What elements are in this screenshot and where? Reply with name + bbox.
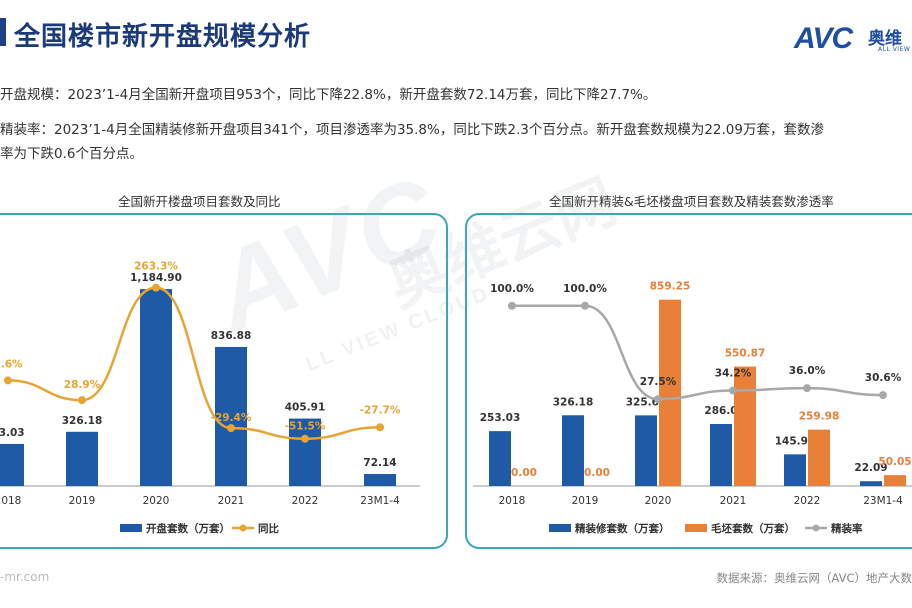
chart-title-right: 全国新开精装&毛坯楼盘项目套数及精装套数渗透率 xyxy=(549,194,834,209)
x-tick-label: 2021 xyxy=(218,495,245,507)
summary-line-1: 开盘规模：2023’1-4月全国新开盘项目953个，同比下降22.8%，新开盘套… xyxy=(0,87,657,103)
footer-source: 数据来源：奥维云网（AVC）地产大数 xyxy=(716,571,912,585)
bar-open-units xyxy=(140,289,172,486)
line-value-label: 27.5% xyxy=(640,376,677,388)
bar-value-label: 405.91 xyxy=(285,402,326,414)
line-finish-rate xyxy=(512,304,884,401)
bar-fine-decor xyxy=(562,415,584,486)
x-tick-label: 23M1-4 xyxy=(360,495,400,507)
bar-value-label: 286.0 xyxy=(704,405,737,417)
bar-value-label: 0.00 xyxy=(511,467,537,479)
bar-fine-decor xyxy=(860,481,882,486)
legend-label-rough: 毛坯套数（万套） xyxy=(711,522,795,535)
bar-fine-decor xyxy=(710,423,732,486)
line-point-finish-rate xyxy=(508,301,516,310)
line-point-finish-rate xyxy=(581,301,589,310)
legend-label-line: 同比 xyxy=(258,522,279,535)
legend-swatch-fine xyxy=(549,524,571,532)
line-point-yoy xyxy=(152,283,160,292)
x-tick-label: 2022 xyxy=(794,495,821,507)
chart-right-svg: 253.030.002018326.180.002019325.64859.25… xyxy=(473,281,912,535)
bar-value-label: 1,184.90 xyxy=(130,272,182,284)
bar-rough xyxy=(808,429,830,486)
legend-label-fine: 精装修套数（万套） xyxy=(575,522,670,535)
bar-rough xyxy=(884,475,906,486)
line-point-finish-rate xyxy=(729,386,737,395)
logo-cn-text: 奥维 xyxy=(868,29,902,49)
logo-avc-text: AVC xyxy=(794,22,853,55)
bar-fine-decor xyxy=(635,415,657,486)
x-tick-label: 2019 xyxy=(572,495,599,507)
title-accent-bar xyxy=(0,18,6,46)
line-point-yoy xyxy=(301,434,309,443)
line-value-label: -51.5% xyxy=(285,421,326,433)
line-value-label: 30.6% xyxy=(865,372,902,384)
legend-label-bar: 开盘套数（万套） xyxy=(146,522,230,535)
line-point-finish-rate xyxy=(654,395,662,404)
x-tick-label: 2022 xyxy=(292,495,319,507)
bar-value-label: 50.05 xyxy=(878,456,911,468)
bar-value-label: 259.98 xyxy=(799,411,840,423)
bar-value-label: 253.03 xyxy=(480,412,521,424)
line-point-yoy xyxy=(227,424,235,433)
chart-left-svg: 53.03 2018 326.18 2019 1,184.90 2020 836.88 202… xyxy=(0,261,420,535)
line-value-label: 263.3% xyxy=(134,261,178,273)
legend-marker-line xyxy=(239,524,247,532)
page-title: 全国楼市新开盘规模分析 xyxy=(14,22,312,52)
line-value-label: 34.2% xyxy=(715,367,752,379)
line-point-finish-rate xyxy=(879,391,887,400)
summary-line-3: 率为下跌0.6个百分点。 xyxy=(0,146,143,162)
legend-swatch-bar xyxy=(120,524,142,532)
bar-value-label: 326.18 xyxy=(62,415,103,427)
bar-value-label: 22.09 xyxy=(854,462,887,474)
bar-value-label: 145.93 xyxy=(775,435,816,447)
bar-rough xyxy=(659,299,681,486)
bar-value-label: 0.00 xyxy=(584,467,610,479)
bar-value-label: 859.25 xyxy=(650,281,691,293)
line-value-label: 100.0% xyxy=(490,283,534,295)
bar-fine-decor xyxy=(784,454,806,486)
line-point-yoy xyxy=(376,423,384,432)
bar-value-label: 72.14 xyxy=(363,457,396,469)
x-tick-label: 2018 xyxy=(0,495,21,507)
bar-value-label: 326.18 xyxy=(553,396,594,408)
summary-line-2: 精装率：2023’1-4月全国精装修新开盘项目341个，项目渗透率为35.8%，… xyxy=(0,122,824,138)
line-point-finish-rate xyxy=(803,384,811,393)
bar-value-label: 53.03 xyxy=(0,427,25,439)
logo-sub-text: ALL VIEW xyxy=(878,46,911,53)
line-value-label: -29.4% xyxy=(211,412,252,424)
bar-rough xyxy=(734,366,756,486)
x-tick-label: 2020 xyxy=(645,495,672,507)
legend-swatch-rough xyxy=(685,524,707,532)
bar-value-label: 550.87 xyxy=(725,348,766,360)
x-tick-label: 2020 xyxy=(143,495,170,507)
bar-open-units xyxy=(364,474,396,486)
chart-panel-right xyxy=(465,213,912,549)
x-tick-label: 2018 xyxy=(499,495,526,507)
bar-open-units xyxy=(66,431,98,486)
line-point-yoy xyxy=(78,396,86,405)
line-value-label: -27.7% xyxy=(360,404,401,416)
x-tick-label: 2021 xyxy=(720,495,747,507)
bar-value-label: 836.88 xyxy=(211,330,252,342)
line-value-label: 36.0% xyxy=(789,365,826,377)
x-tick-label: 2019 xyxy=(69,495,96,507)
bar-fine-decor xyxy=(489,431,511,486)
legend-marker-rate xyxy=(812,524,820,532)
footer-website: -mr.com xyxy=(0,570,50,584)
brand-logo: AVC 奥维 ALL VIEW xyxy=(794,22,912,58)
legend-label-rate: 精装率 xyxy=(831,522,863,535)
x-tick-label: 23M1-4 xyxy=(863,495,903,507)
line-value-label: 9.6% xyxy=(0,358,23,370)
line-point-yoy xyxy=(4,376,12,385)
bar-open-units xyxy=(215,346,247,486)
chart-title-left: 全国新开楼盘项目套数及同比 xyxy=(118,194,281,209)
line-value-label: 100.0% xyxy=(563,283,607,295)
line-value-label: 28.9% xyxy=(64,379,101,391)
bar-open-units xyxy=(289,418,321,486)
bar-open-units xyxy=(0,443,24,486)
